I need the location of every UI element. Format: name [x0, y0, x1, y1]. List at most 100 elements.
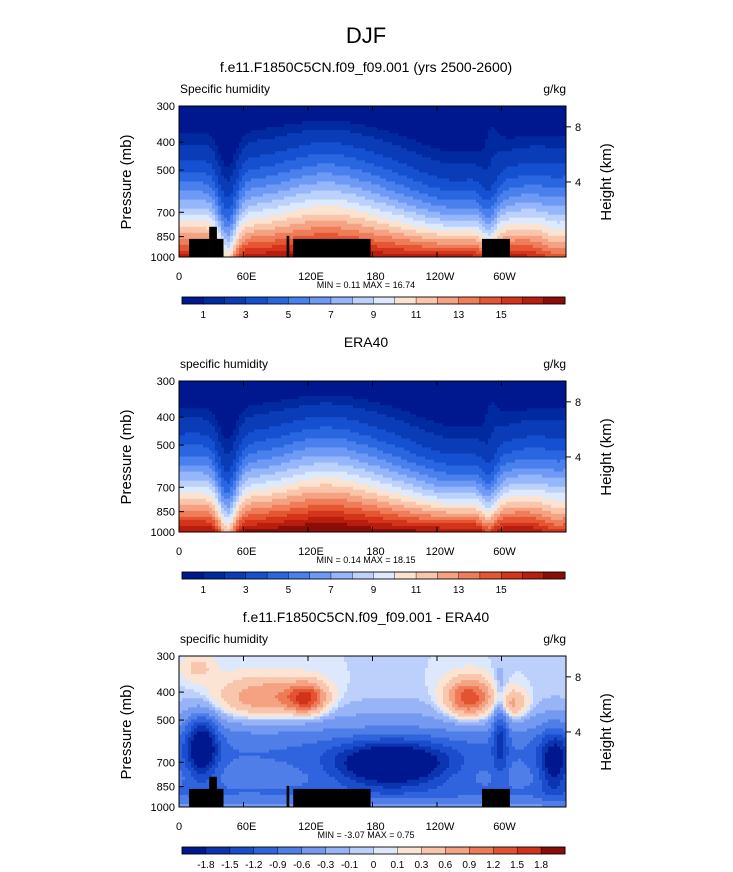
field-cell — [554, 148, 558, 152]
field-cell — [428, 157, 432, 161]
field-cell — [200, 151, 204, 155]
field-cell — [485, 130, 489, 134]
field-cell — [479, 118, 483, 122]
field-cell — [185, 124, 189, 128]
field-cell — [464, 205, 468, 210]
field-cell — [518, 169, 522, 174]
field-cell — [251, 163, 255, 167]
field-cell — [539, 115, 543, 119]
field-cell — [215, 172, 219, 177]
field-cell — [404, 202, 408, 207]
field-cell — [350, 106, 354, 110]
field-cell — [272, 133, 276, 137]
field-cell — [254, 145, 258, 149]
field-cell — [389, 118, 393, 122]
field-cell — [527, 139, 531, 143]
field-cell — [443, 124, 447, 128]
field-cell — [551, 169, 555, 174]
field-cell — [356, 187, 360, 192]
field-cell — [356, 190, 360, 195]
field-cell — [476, 106, 480, 110]
field-cell — [494, 115, 498, 119]
field-cell — [365, 172, 369, 177]
field-cell — [275, 217, 279, 222]
field-cell — [515, 184, 519, 189]
field-cell — [404, 217, 408, 222]
field-cell — [560, 202, 564, 207]
field-cell — [521, 163, 525, 167]
field-cell — [227, 145, 231, 149]
field-cell — [446, 109, 450, 113]
field-cell — [362, 211, 366, 216]
field-cell — [290, 208, 294, 213]
field-cell — [365, 178, 369, 183]
field-cell — [320, 166, 324, 171]
field-cell — [203, 172, 207, 177]
field-cell — [368, 184, 372, 189]
field-cell — [377, 106, 381, 110]
field-cell — [344, 145, 348, 149]
field-cell — [227, 184, 231, 189]
field-cell — [320, 133, 324, 137]
field-cell — [446, 220, 450, 225]
field-cell — [200, 142, 204, 146]
field-cell — [242, 220, 246, 225]
field-cell — [452, 121, 456, 125]
field-cell — [398, 142, 402, 146]
field-cell — [479, 124, 483, 128]
field-cell — [368, 166, 372, 171]
field-cell — [194, 127, 198, 131]
field-cell — [254, 217, 258, 222]
field-cell — [380, 199, 384, 204]
field-cell — [560, 127, 564, 131]
field-cell — [335, 136, 339, 140]
field-cell — [428, 145, 432, 149]
field-cell — [227, 178, 231, 183]
field-cell — [290, 220, 294, 225]
field-cell — [293, 220, 297, 225]
field-cell — [233, 136, 237, 140]
field-cell — [449, 217, 453, 222]
field-cell — [359, 151, 363, 155]
field-cell — [398, 199, 402, 204]
field-cell — [425, 205, 429, 210]
field-cell — [527, 130, 531, 134]
field-cell — [395, 217, 399, 222]
field-cell — [293, 160, 297, 164]
field-cell — [206, 106, 210, 110]
field-cell — [521, 154, 525, 158]
field-cell — [299, 115, 303, 119]
field-cell — [359, 163, 363, 167]
field-cell — [413, 145, 417, 149]
field-cell — [248, 142, 252, 146]
field-cell — [218, 208, 222, 213]
field-cell — [524, 181, 528, 186]
field-cell — [425, 181, 429, 186]
field-cell — [497, 154, 501, 158]
field-cell — [491, 211, 495, 216]
field-cell — [320, 109, 324, 113]
field-cell — [491, 139, 495, 143]
field-cell — [281, 160, 285, 164]
field-cell — [422, 106, 426, 110]
field-cell — [518, 163, 522, 167]
field-cell — [320, 142, 324, 146]
field-cell — [458, 217, 462, 222]
field-cell — [188, 151, 192, 155]
field-cell — [383, 163, 387, 167]
field-cell — [251, 211, 255, 216]
field-cell — [296, 217, 300, 222]
field-cell — [191, 199, 195, 204]
field-cell — [443, 163, 447, 167]
field-cell — [236, 220, 240, 225]
field-cell — [332, 169, 336, 174]
field-cell — [227, 187, 231, 192]
field-cell — [209, 115, 213, 119]
field-cell — [188, 112, 192, 116]
field-cell — [470, 217, 474, 222]
field-cell — [215, 145, 219, 149]
field-cell — [188, 181, 192, 186]
field-cell — [371, 124, 375, 128]
field-cell — [437, 121, 441, 125]
field-cell — [314, 148, 318, 152]
